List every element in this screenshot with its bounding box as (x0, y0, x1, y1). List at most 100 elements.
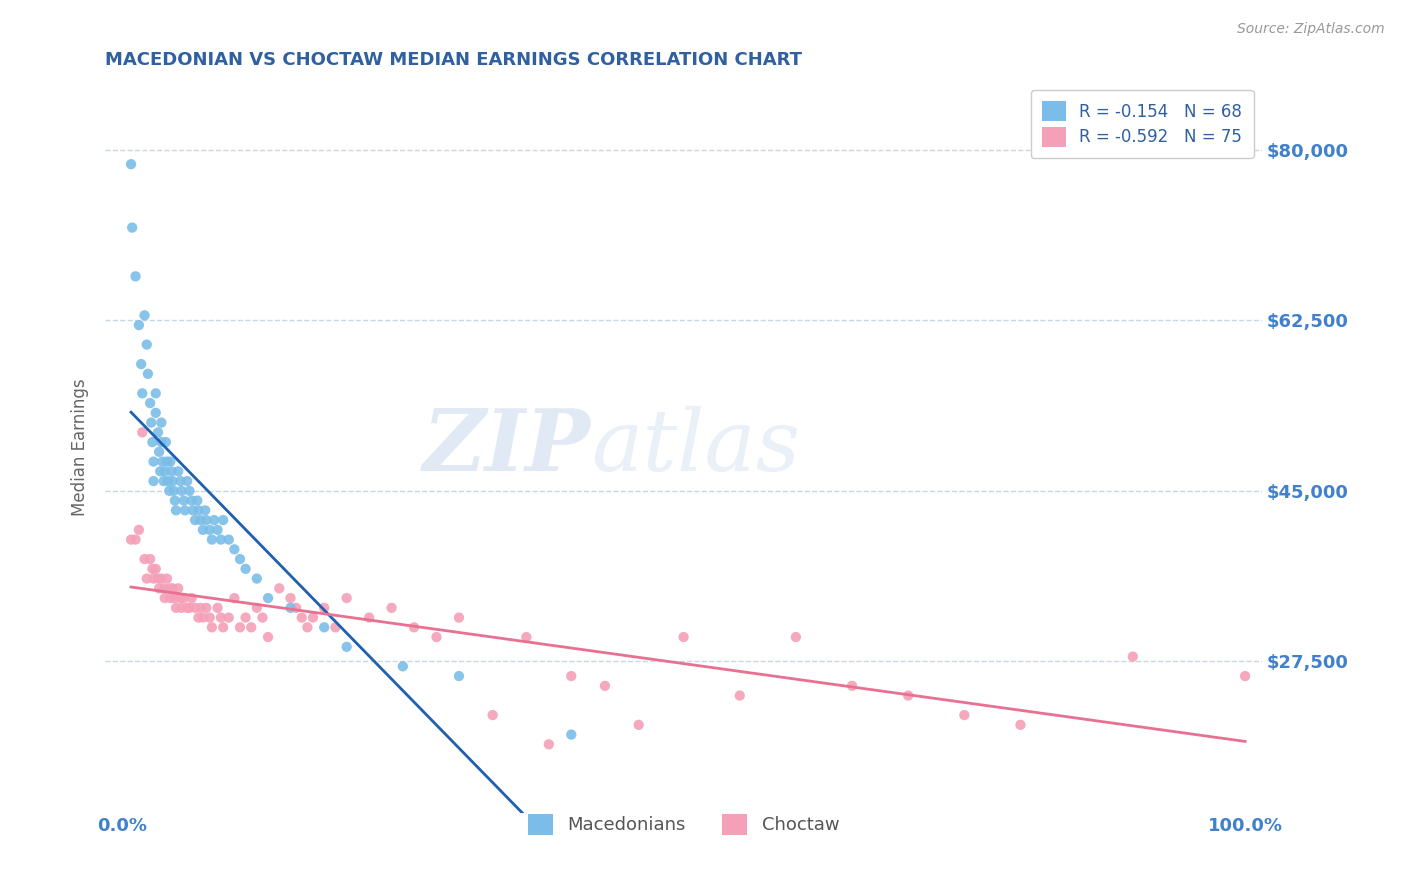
Point (447, 610, 470, 624)
Point (145, 406, 167, 420)
Point (120, 157, 142, 171)
Point (190, 513, 212, 527)
Point (201, 620, 224, 634)
Point (314, 620, 336, 634)
Point (224, 591, 246, 605)
Text: ZIP: ZIP (423, 405, 591, 489)
Point (152, 474, 174, 488)
Point (134, 309, 156, 323)
Point (162, 582, 184, 596)
Point (257, 591, 280, 605)
Point (169, 474, 191, 488)
Point (240, 620, 263, 634)
Point (146, 425, 169, 440)
Point (224, 542, 246, 557)
Point (336, 591, 359, 605)
Point (198, 523, 221, 537)
Point (141, 562, 163, 576)
Point (141, 416, 163, 430)
Point (269, 582, 291, 596)
Point (179, 600, 201, 615)
Point (297, 620, 319, 634)
Point (229, 620, 252, 634)
Point (672, 630, 695, 644)
Point (953, 708, 976, 723)
Point (170, 600, 193, 615)
Point (336, 640, 359, 654)
Point (1122, 649, 1144, 664)
Point (191, 610, 214, 624)
Point (128, 523, 150, 537)
Point (169, 591, 191, 605)
Point (156, 454, 179, 468)
Point (246, 572, 269, 586)
Point (173, 591, 195, 605)
Point (285, 600, 308, 615)
Point (246, 600, 269, 615)
Point (139, 552, 162, 566)
Point (146, 572, 169, 586)
Point (163, 591, 186, 605)
Point (194, 503, 217, 517)
Point (235, 562, 257, 576)
Point (152, 454, 174, 468)
Point (131, 386, 153, 401)
Point (481, 708, 503, 723)
Point (141, 435, 163, 450)
Point (235, 610, 257, 624)
Point (180, 493, 202, 508)
Legend: Macedonians, Choctaw: Macedonians, Choctaw (519, 805, 848, 844)
Point (167, 582, 190, 596)
Point (195, 600, 218, 615)
Point (841, 679, 863, 693)
Point (174, 503, 197, 517)
Point (134, 552, 156, 566)
Point (207, 600, 229, 615)
Point (142, 454, 165, 468)
Point (159, 454, 181, 468)
Point (150, 416, 173, 430)
Point (150, 435, 173, 450)
Point (165, 600, 187, 615)
Point (181, 503, 204, 517)
Point (184, 600, 207, 615)
Point (163, 493, 186, 508)
Point (187, 503, 209, 517)
Point (153, 464, 176, 478)
Point (145, 562, 167, 576)
Point (139, 396, 162, 410)
Point (145, 386, 167, 401)
Point (560, 728, 582, 742)
Point (1234, 669, 1257, 683)
Point (381, 600, 404, 615)
Point (325, 620, 347, 634)
Point (209, 610, 232, 624)
Point (515, 630, 537, 644)
Point (136, 367, 159, 381)
Point (252, 610, 274, 624)
Point (149, 464, 172, 478)
Point (201, 533, 224, 547)
Point (280, 600, 302, 615)
Point (128, 318, 150, 332)
Point (280, 591, 302, 605)
Point (202, 513, 225, 527)
Point (209, 533, 232, 547)
Point (170, 483, 193, 498)
Point (142, 572, 165, 586)
Point (157, 483, 180, 498)
Point (392, 659, 415, 673)
Point (153, 591, 176, 605)
Point (593, 679, 616, 693)
Point (897, 689, 920, 703)
Point (229, 552, 252, 566)
Point (359, 610, 381, 624)
Point (1010, 718, 1032, 732)
Point (190, 600, 212, 615)
Point (402, 620, 425, 634)
Point (124, 533, 146, 547)
Point (195, 513, 218, 527)
Point (212, 513, 235, 527)
Point (156, 572, 179, 586)
Point (157, 582, 180, 596)
